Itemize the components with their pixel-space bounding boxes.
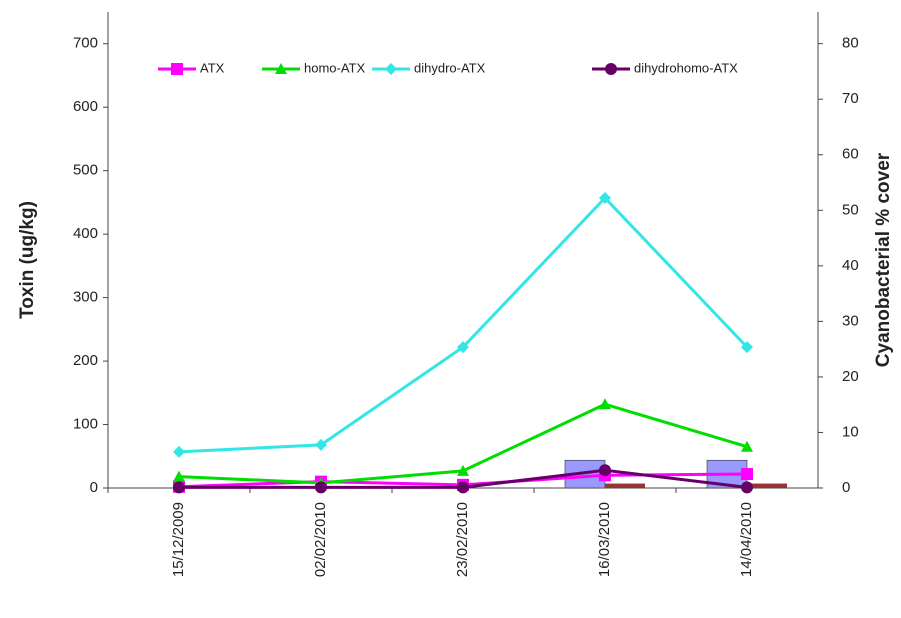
marker <box>599 191 611 204</box>
marker <box>741 341 753 354</box>
y-axis-title: Toxin (ug/kg) <box>17 201 38 319</box>
y2-axis-title: Cyanobacterial % cover <box>873 152 894 367</box>
y-tick-label: 200 <box>73 352 98 369</box>
marker <box>599 464 611 477</box>
marker <box>457 481 469 494</box>
y-tick-label: 300 <box>73 289 98 306</box>
x-tick-label: 23/02/2010 <box>454 502 471 577</box>
x-tick-label: 02/02/2010 <box>312 502 329 577</box>
marker <box>599 398 611 410</box>
marker <box>315 481 327 494</box>
legend-text: dihydrohomo-ATX <box>634 60 738 75</box>
marker <box>457 464 469 476</box>
marker <box>741 481 753 494</box>
marker <box>605 63 617 75</box>
y-tick-label: 100 <box>73 416 98 433</box>
y2-tick-label: 60 <box>842 146 859 163</box>
y2-tick-label: 10 <box>842 423 859 440</box>
y2-tick-label: 40 <box>842 257 859 274</box>
marker <box>457 341 469 354</box>
y-tick-label: 700 <box>73 35 98 52</box>
x-tick-label: 15/12/2009 <box>170 502 187 577</box>
marker <box>173 481 185 494</box>
line <box>178 195 749 454</box>
y2-tick-label: 80 <box>842 35 859 52</box>
y2-tick-label: 70 <box>842 90 859 107</box>
bar <box>747 483 787 488</box>
marker <box>315 438 327 451</box>
y2-tick-label: 50 <box>842 201 859 218</box>
marker <box>275 63 287 74</box>
y-tick-label: 400 <box>73 225 98 242</box>
y2-tick-label: 0 <box>842 479 850 496</box>
y2-tick-label: 20 <box>842 368 859 385</box>
y2-tick-label: 30 <box>842 312 859 329</box>
x-tick-label: 16/03/2010 <box>596 502 613 577</box>
marker <box>173 445 185 458</box>
legend-text: ATX <box>200 60 225 75</box>
marker <box>385 63 397 75</box>
bar <box>605 483 645 488</box>
x-tick-label: 14/04/2010 <box>738 502 755 577</box>
y-tick-label: 600 <box>73 98 98 115</box>
legend-text: homo-ATX <box>304 60 365 75</box>
y-tick-label: 500 <box>73 162 98 179</box>
legend-text: dihydro-ATX <box>414 60 486 75</box>
marker <box>741 440 753 452</box>
y-tick-label: 0 <box>90 479 98 496</box>
marker <box>173 470 185 482</box>
marker <box>171 63 183 75</box>
marker <box>741 468 753 481</box>
